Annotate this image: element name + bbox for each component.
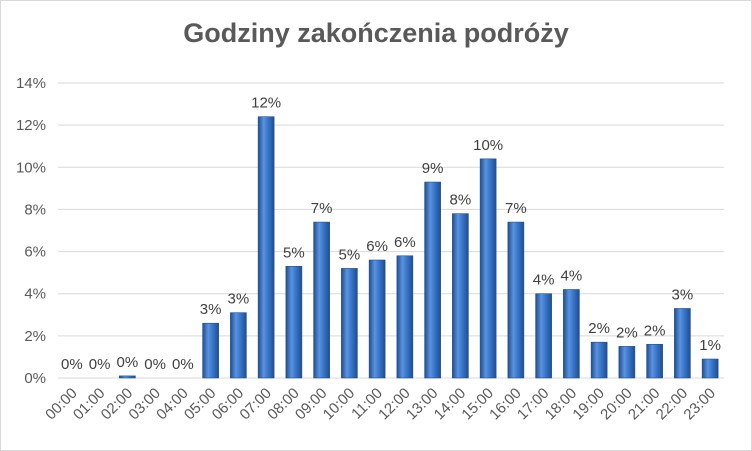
data-label: 0% [144,356,166,373]
y-tick-label: 6% [24,244,46,261]
data-label: 2% [644,322,666,339]
x-tick-label: 23:00 [680,385,719,424]
bar [202,322,219,379]
bar [341,268,358,379]
bar [563,289,580,379]
bar [313,221,330,379]
data-label: 0% [172,356,194,373]
data-label: 0% [61,356,83,373]
data-label: 6% [366,238,388,255]
data-label: 3% [672,286,694,303]
bar [590,341,608,379]
data-label: 3% [228,291,250,308]
bar [507,221,525,379]
bars [119,116,719,379]
y-tick-label: 14% [16,75,46,92]
y-tick-label: 12% [16,117,46,134]
data-label: 3% [200,301,222,318]
bar [424,181,441,379]
data-label: 6% [394,234,416,251]
data-label: 2% [616,324,638,341]
bar [452,213,469,379]
data-label: 12% [251,95,281,112]
bar [646,343,663,379]
bar [479,158,497,379]
y-tick-label: 8% [24,201,46,218]
data-label: 10% [473,137,503,154]
bar [618,346,636,379]
y-tick-label: 2% [24,328,46,345]
gridlines [58,82,724,379]
x-tick-label: 10:00 [320,385,359,424]
data-label: 4% [561,268,583,285]
data-label: 8% [450,192,472,209]
bar [368,259,386,379]
data-label: 2% [588,320,610,337]
data-label: 7% [505,200,527,217]
data-label: 9% [422,160,444,177]
data-label: 7% [311,200,333,217]
y-tick-label: 0% [24,370,46,387]
data-label: 0% [117,354,139,371]
data-label: 0% [89,356,111,373]
bar [701,358,719,379]
chart-title: Godziny zakończenia podróży [183,18,569,48]
bar [285,266,303,379]
y-tick-label: 10% [16,159,46,176]
y-axis-ticks: 0% 2% 4% 6% 8% 10% 12% 14% [16,75,46,387]
bar [257,116,275,379]
x-axis-ticks: 00:0001:0002:0003:0004:0005:0006:0007:00… [42,385,719,424]
y-tick-label: 4% [24,286,46,303]
data-label: 5% [283,244,305,261]
bar [535,293,552,379]
bar [396,255,414,379]
data-label: 4% [533,272,555,289]
bar [119,375,136,379]
data-label: 5% [339,246,361,263]
data-label: 1% [699,337,721,354]
bar [230,312,247,379]
bar [674,308,691,379]
data-labels: 0% 0% 0% 0% 0% 3% 3% 12% 5% 7% 5% 6% 6% 9% 8% 10% 7% 4% 4%… [61,95,721,373]
